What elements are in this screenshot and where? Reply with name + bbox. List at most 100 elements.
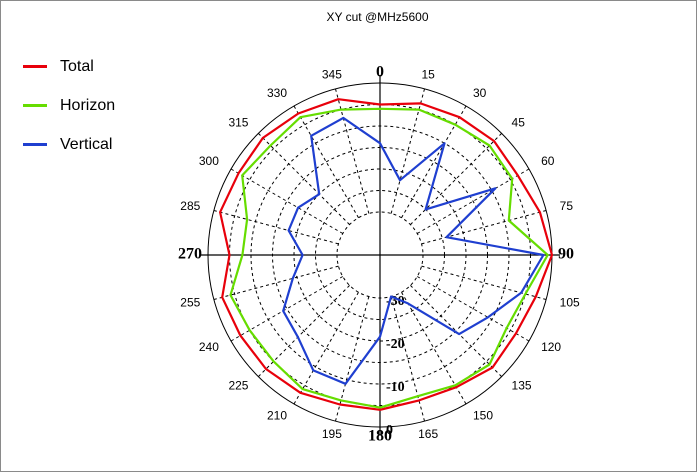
data-point-vertical (520, 292, 523, 294)
angle-tick-label: 45 (512, 116, 526, 130)
data-point-total (379, 409, 381, 411)
angle-tick-label: 240 (199, 340, 219, 354)
angle-tick-label: 270 (178, 246, 202, 263)
legend-label-total: Total (60, 57, 94, 75)
data-point-total (239, 334, 242, 337)
data-point-vertical (282, 310, 284, 312)
data-point-vertical (458, 333, 460, 335)
data-point-total (458, 116, 461, 119)
data-point-horizon (379, 406, 381, 409)
legend-item-total: Total (23, 47, 115, 86)
data-point-total (539, 211, 541, 213)
data-point-vertical (390, 295, 392, 298)
angle-tick-label: 15 (421, 68, 435, 82)
data-point-horizon (379, 108, 381, 110)
data-point-horizon (248, 329, 251, 332)
angle-tick-label: 210 (267, 408, 287, 422)
angle-tick-label: 180 (368, 428, 392, 445)
grid-spoke (230, 168, 344, 234)
legend-label-vertical: Vertical (60, 135, 113, 153)
data-point-total (516, 174, 519, 177)
data-point-total (491, 366, 494, 369)
legend-swatch-total (23, 65, 47, 68)
series-line-horizon (229, 107, 549, 409)
angle-tick-label: 330 (267, 86, 287, 100)
data-point-total (339, 403, 341, 406)
legend-item-vertical: Vertical (23, 125, 115, 164)
data-point-vertical (542, 254, 545, 256)
data-point-horizon (301, 388, 304, 390)
data-point-horizon (269, 144, 272, 147)
data-point-horizon (272, 360, 275, 363)
legend-swatch-horizon (23, 104, 47, 107)
radial-tick-label: -10 (386, 380, 405, 395)
data-point-total (299, 391, 302, 394)
data-point-vertical (342, 117, 345, 119)
angle-tick-label: 300 (199, 154, 219, 168)
chart-title: XY cut @MHz5600 (326, 10, 429, 24)
data-point-vertical (399, 179, 401, 182)
data-point-horizon (488, 144, 491, 147)
data-point-vertical (318, 193, 320, 195)
data-point-vertical (291, 277, 294, 280)
angle-tick-label: 30 (473, 86, 487, 100)
data-point-total (515, 332, 517, 335)
legend-item-horizon: Horizon (23, 86, 115, 125)
angle-tick-label: 135 (512, 379, 532, 393)
data-point-total (221, 296, 223, 299)
data-point-total (265, 368, 267, 370)
angle-tick-label: 315 (228, 116, 248, 130)
data-point-vertical (287, 229, 290, 232)
data-point-total (534, 295, 537, 298)
data-point-horizon (229, 294, 232, 296)
data-point-total (493, 140, 495, 142)
data-point-horizon (417, 395, 419, 398)
angle-tick-label: 120 (541, 340, 561, 354)
angle-tick-label: 150 (473, 408, 493, 422)
data-point-total (337, 98, 340, 101)
data-point-horizon (454, 384, 457, 387)
data-point-horizon (507, 219, 510, 222)
data-point-vertical (487, 316, 489, 319)
grid-spoke (230, 276, 344, 342)
angle-tick-label: 60 (541, 154, 555, 168)
radial-tick-label: -20 (386, 337, 405, 352)
data-point-vertical (407, 302, 409, 305)
data-point-horizon (524, 293, 527, 295)
data-point-horizon (511, 177, 513, 180)
data-point-vertical (424, 208, 427, 211)
angle-tick-label: 105 (560, 295, 580, 309)
data-point-vertical (297, 206, 299, 209)
data-point-vertical (312, 369, 315, 372)
data-point-total (262, 137, 264, 139)
data-point-total (551, 254, 553, 256)
data-point-vertical (443, 142, 446, 145)
data-point-vertical (301, 254, 304, 256)
data-point-vertical (310, 135, 313, 137)
data-point-horizon (454, 123, 457, 126)
legend: Total Horizon Vertical (23, 47, 115, 164)
angle-tick-label: 0 (376, 64, 384, 81)
data-point-vertical (494, 187, 497, 190)
data-point-total (297, 112, 300, 115)
data-point-horizon (340, 108, 342, 111)
angle-tick-label: 345 (322, 68, 342, 82)
data-point-horizon (246, 218, 248, 221)
data-point-horizon (340, 399, 342, 402)
data-point-vertical (445, 236, 448, 238)
radial-tick-label: 0 (386, 423, 393, 438)
data-point-horizon (546, 254, 549, 256)
data-point-horizon (488, 363, 491, 366)
data-point-horizon (505, 327, 508, 329)
data-point-total (228, 254, 231, 256)
data-point-horizon (299, 116, 302, 119)
data-point-vertical (297, 336, 299, 338)
data-point-total (455, 386, 458, 388)
angle-tick-label: 255 (180, 295, 200, 309)
data-point-vertical (344, 382, 347, 385)
data-point-total (418, 399, 420, 402)
angle-tick-label: 195 (322, 427, 342, 441)
angle-tick-label: 90 (558, 246, 574, 263)
